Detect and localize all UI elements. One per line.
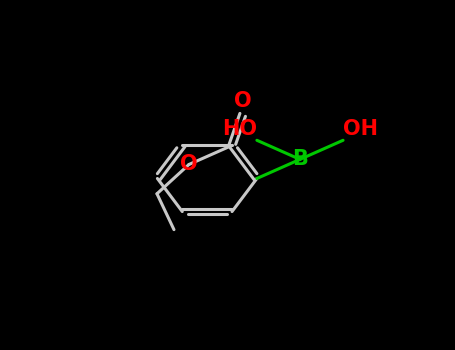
Text: OH: OH [343,119,378,139]
Text: HO: HO [222,119,257,139]
Text: B: B [292,149,308,169]
Text: O: O [180,154,198,175]
Text: O: O [234,91,252,111]
